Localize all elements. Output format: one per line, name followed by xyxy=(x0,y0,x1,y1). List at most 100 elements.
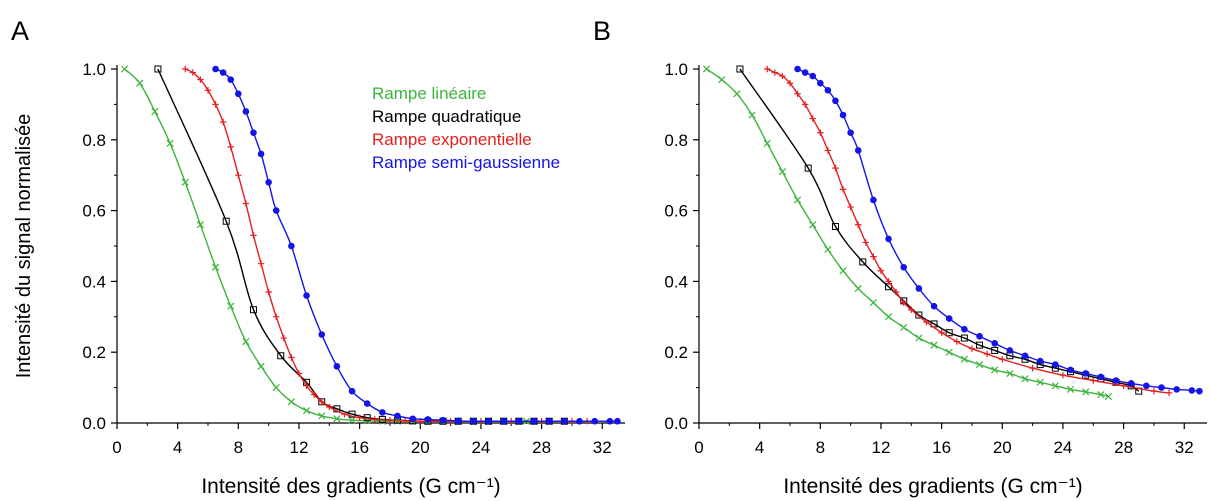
data-point xyxy=(930,302,938,310)
data-point xyxy=(1082,370,1089,377)
data-point xyxy=(938,329,945,336)
x-tick-label: 8 xyxy=(816,438,825,457)
y-tick-label: 0.0 xyxy=(664,414,688,433)
data-point xyxy=(302,406,311,415)
data-point xyxy=(991,346,999,354)
data-point xyxy=(265,288,272,296)
data-point xyxy=(470,417,477,425)
data-point xyxy=(212,65,219,73)
data-point xyxy=(915,311,923,319)
data-point xyxy=(923,318,930,326)
data-point xyxy=(839,111,847,119)
x-axis-title: Intensité des gradients (G cm⁻¹) xyxy=(201,475,500,498)
data-point xyxy=(265,178,272,186)
series-1 xyxy=(736,65,1143,395)
data-point xyxy=(804,164,812,172)
data-point xyxy=(348,416,356,424)
data-point xyxy=(250,129,257,137)
data-point xyxy=(968,345,976,352)
data-point xyxy=(1097,373,1105,381)
series-line xyxy=(739,68,1140,392)
data-point xyxy=(273,313,280,320)
y-tick-label: 0.6 xyxy=(82,202,106,221)
data-point xyxy=(1097,391,1105,399)
data-point xyxy=(892,288,900,296)
data-point xyxy=(824,86,832,94)
data-point xyxy=(778,168,787,176)
data-point xyxy=(318,398,325,405)
data-point xyxy=(257,260,265,267)
data-point xyxy=(303,292,310,299)
x-tick-label: 20 xyxy=(993,438,1012,457)
y-tick-label: 0.8 xyxy=(664,131,688,150)
data-point xyxy=(295,370,303,377)
data-point xyxy=(855,221,862,228)
x-tick-label: 24 xyxy=(471,438,490,457)
data-point xyxy=(166,139,174,147)
data-point xyxy=(363,400,371,407)
y-tick-label: 0.8 xyxy=(82,131,106,150)
x-tick-label: 12 xyxy=(872,438,891,457)
x-tick-label: 16 xyxy=(350,438,369,457)
data-point xyxy=(439,416,447,424)
data-point xyxy=(182,65,189,73)
data-point xyxy=(379,409,386,416)
data-point xyxy=(272,383,280,392)
data-point xyxy=(154,65,162,73)
data-point xyxy=(976,341,984,349)
data-point xyxy=(870,253,877,260)
data-point xyxy=(908,306,915,313)
data-point xyxy=(227,143,234,151)
x-tick-label: 0 xyxy=(694,438,703,457)
data-point xyxy=(736,65,744,73)
data-point xyxy=(485,417,492,425)
data-point xyxy=(991,366,999,374)
data-point xyxy=(748,111,756,119)
legend-entry: Rampe semi-gaussienne xyxy=(372,153,560,172)
data-point xyxy=(277,352,285,360)
data-point xyxy=(409,415,417,423)
x-tick-label: 32 xyxy=(593,438,612,457)
data-point xyxy=(249,306,257,314)
legend-entry: Rampe quadratique xyxy=(372,107,521,126)
data-point xyxy=(318,412,326,420)
data-point xyxy=(614,417,621,425)
data-point xyxy=(1006,347,1014,354)
data-point xyxy=(288,354,295,361)
data-point xyxy=(793,196,802,204)
data-point xyxy=(1158,384,1165,391)
y-tick-label: 1.0 xyxy=(664,60,688,79)
data-point xyxy=(1173,386,1180,393)
data-point xyxy=(515,417,523,425)
data-point xyxy=(945,329,953,337)
data-point xyxy=(386,416,394,424)
data-point xyxy=(1006,369,1014,378)
series-3 xyxy=(794,65,1203,395)
data-point xyxy=(250,232,257,239)
x-tick-label: 12 xyxy=(290,438,309,457)
data-point xyxy=(242,337,250,346)
data-point xyxy=(885,278,892,285)
data-point xyxy=(1120,382,1127,390)
data-point xyxy=(181,178,189,186)
data-point xyxy=(1052,361,1059,368)
data-point xyxy=(333,363,341,370)
x-tick-label: 8 xyxy=(234,438,243,457)
data-point xyxy=(794,90,801,97)
x-tick-label: 16 xyxy=(932,438,951,457)
data-point xyxy=(1029,364,1036,372)
data-point xyxy=(1090,377,1097,384)
data-point xyxy=(1051,382,1059,390)
data-point xyxy=(877,267,885,274)
data-point xyxy=(960,355,968,363)
data-point xyxy=(1036,378,1044,386)
data-point xyxy=(424,416,432,423)
data-point xyxy=(702,65,711,73)
data-point xyxy=(151,107,159,116)
series-line xyxy=(706,68,1109,398)
data-point xyxy=(854,147,862,154)
data-point xyxy=(764,65,771,73)
data-point xyxy=(786,79,794,87)
data-point xyxy=(763,139,771,147)
data-point xyxy=(280,334,288,342)
